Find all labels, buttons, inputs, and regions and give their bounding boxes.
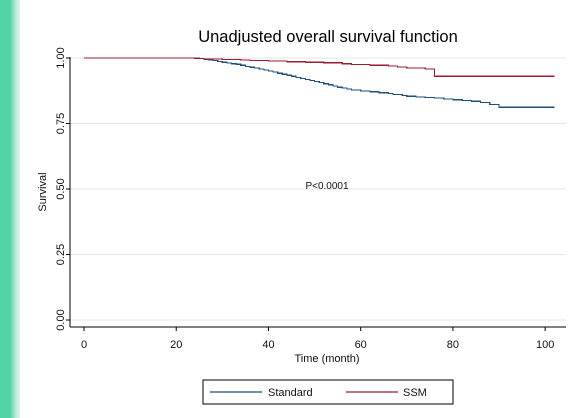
- chart-background: [20, 0, 569, 418]
- y-tick-label: 0.75: [55, 113, 67, 134]
- x-tick-label: 60: [355, 339, 367, 351]
- x-ticks: 0 20 40 60 80 100: [81, 327, 554, 351]
- y-ticks: 0.00 0.25 0.50 0.75 1.00: [55, 47, 70, 331]
- x-tick-label: 100: [536, 339, 554, 351]
- y-axis-label: Survival: [37, 172, 49, 211]
- x-tick-label: 80: [447, 339, 459, 351]
- y-tick-label: 0.00: [55, 309, 67, 330]
- series-line-standard: [84, 57, 555, 108]
- axes: [69, 57, 566, 328]
- x-tick-label: 40: [262, 339, 274, 351]
- legend: Standard SSM: [202, 379, 454, 405]
- legend-label-ssm: SSM: [403, 387, 427, 399]
- legend-label-standard: Standard: [268, 387, 313, 399]
- y-tick-label: 1.00: [55, 47, 67, 68]
- y-tick-label: 0.25: [55, 244, 67, 265]
- x-tick-label: 20: [170, 339, 182, 351]
- grid-lines: [70, 57, 566, 321]
- series-line-ssm: [84, 57, 555, 77]
- x-tick-label: 0: [81, 339, 87, 351]
- series-group: [84, 57, 555, 108]
- x-axis-label: Time (month): [295, 353, 360, 365]
- chart-title: Unadjusted overall survival function: [198, 28, 458, 46]
- p-value-annotation: P<0.0001: [305, 181, 349, 192]
- y-tick-label: 0.50: [55, 178, 67, 199]
